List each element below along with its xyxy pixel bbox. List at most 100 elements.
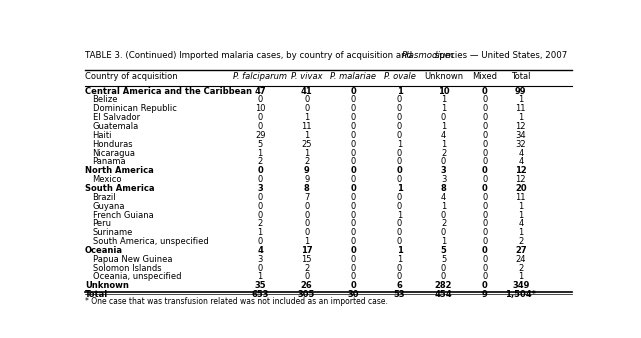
Text: 20: 20 [515, 184, 526, 193]
Text: Peru: Peru [92, 219, 112, 228]
Text: 0: 0 [351, 211, 356, 219]
Text: 1: 1 [518, 228, 524, 237]
Text: 10: 10 [255, 104, 265, 113]
Text: 99: 99 [515, 87, 526, 96]
Text: Nicaragua: Nicaragua [92, 149, 135, 158]
Text: 1: 1 [518, 113, 524, 122]
Text: French Guiana: French Guiana [92, 211, 153, 219]
Text: 0: 0 [441, 113, 446, 122]
Text: Unknown: Unknown [424, 72, 463, 80]
Text: 1: 1 [518, 272, 524, 282]
Text: 0: 0 [483, 140, 488, 149]
Text: 0: 0 [257, 166, 263, 175]
Text: 2: 2 [518, 264, 524, 273]
Text: 8: 8 [304, 184, 310, 193]
Text: Total: Total [85, 290, 108, 299]
Text: 0: 0 [397, 264, 402, 273]
Text: 0: 0 [397, 131, 402, 140]
Text: 0: 0 [304, 202, 309, 211]
Text: 0: 0 [483, 264, 488, 273]
Text: Haiti: Haiti [92, 131, 112, 140]
Text: 1: 1 [397, 255, 402, 264]
Text: 1: 1 [441, 202, 446, 211]
Text: 0: 0 [304, 228, 309, 237]
Text: 0: 0 [483, 149, 488, 158]
Text: 24: 24 [515, 255, 526, 264]
Text: 0: 0 [351, 264, 356, 273]
Text: P. ovale: P. ovale [383, 72, 415, 80]
Text: 0: 0 [351, 193, 356, 202]
Text: 0: 0 [258, 211, 263, 219]
Text: Central America and the Caribbean: Central America and the Caribbean [85, 87, 252, 96]
Text: Total: Total [511, 72, 531, 80]
Text: Oceania, unspecified: Oceania, unspecified [92, 272, 181, 282]
Text: 9: 9 [304, 175, 309, 184]
Text: 1: 1 [304, 131, 309, 140]
Text: 0: 0 [397, 219, 402, 228]
Text: 11: 11 [515, 104, 526, 113]
Text: 1: 1 [441, 140, 446, 149]
Text: 282: 282 [435, 281, 453, 290]
Text: 0: 0 [397, 193, 402, 202]
Text: 0: 0 [351, 95, 356, 104]
Text: 1: 1 [397, 246, 403, 255]
Text: * One case that was transfusion related was not included as an imported case.: * One case that was transfusion related … [85, 297, 388, 306]
Text: 53: 53 [394, 290, 405, 299]
Text: 5: 5 [440, 246, 446, 255]
Text: 9: 9 [304, 166, 310, 175]
Text: Country of acquisition: Country of acquisition [85, 72, 178, 80]
Text: South America, unspecified: South America, unspecified [92, 237, 208, 246]
Text: 0: 0 [397, 113, 402, 122]
Text: 0: 0 [350, 166, 356, 175]
Text: Mexico: Mexico [92, 175, 122, 184]
Text: 0: 0 [483, 104, 488, 113]
Text: 1: 1 [397, 87, 403, 96]
Text: 0: 0 [483, 255, 488, 264]
Text: 15: 15 [301, 255, 312, 264]
Text: 1: 1 [441, 237, 446, 246]
Text: Unknown: Unknown [85, 281, 129, 290]
Text: 1: 1 [518, 95, 524, 104]
Text: 5: 5 [441, 255, 446, 264]
Text: 0: 0 [483, 219, 488, 228]
Text: 0: 0 [397, 237, 402, 246]
Text: 0: 0 [351, 175, 356, 184]
Text: 0: 0 [397, 104, 402, 113]
Text: 1: 1 [258, 149, 263, 158]
Text: 0: 0 [483, 237, 488, 246]
Text: 0: 0 [483, 193, 488, 202]
Text: Papua New Guinea: Papua New Guinea [92, 255, 172, 264]
Text: 4: 4 [441, 131, 446, 140]
Text: 0: 0 [397, 202, 402, 211]
Text: 0: 0 [351, 272, 356, 282]
Text: 0: 0 [483, 211, 488, 219]
Text: 2: 2 [258, 219, 263, 228]
Text: 5: 5 [258, 140, 263, 149]
Text: 0: 0 [351, 202, 356, 211]
Text: 11: 11 [301, 122, 312, 131]
Text: 8: 8 [440, 184, 446, 193]
Text: 0: 0 [258, 95, 263, 104]
Text: 305: 305 [298, 290, 315, 299]
Text: 0: 0 [351, 255, 356, 264]
Text: 1: 1 [397, 211, 402, 219]
Text: 0: 0 [351, 228, 356, 237]
Text: 0: 0 [397, 122, 402, 131]
Text: 1: 1 [304, 237, 309, 246]
Text: P. malariae: P. malariae [330, 72, 376, 80]
Text: 454: 454 [435, 290, 453, 299]
Text: 27: 27 [515, 246, 526, 255]
Text: 0: 0 [258, 175, 263, 184]
Text: 2: 2 [258, 158, 263, 166]
Text: Solomon Islands: Solomon Islands [92, 264, 161, 273]
Text: 0: 0 [397, 228, 402, 237]
Text: 3: 3 [440, 166, 446, 175]
Text: 32: 32 [515, 140, 526, 149]
Text: 0: 0 [441, 264, 446, 273]
Text: 12: 12 [515, 175, 526, 184]
Text: 0: 0 [483, 95, 488, 104]
Text: 0: 0 [397, 175, 402, 184]
Text: 0: 0 [258, 193, 263, 202]
Text: 0: 0 [397, 272, 402, 282]
Text: South America: South America [85, 184, 154, 193]
